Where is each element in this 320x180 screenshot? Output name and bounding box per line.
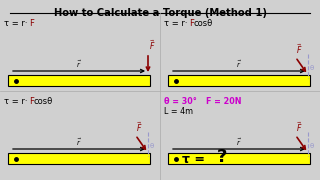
Text: F = 20N: F = 20N	[206, 97, 242, 106]
Text: How to Calculate a Torque (Method 1): How to Calculate a Torque (Method 1)	[53, 8, 267, 18]
Text: $\vec{r}$: $\vec{r}$	[236, 58, 242, 70]
Text: $\vec{F}$: $\vec{F}$	[149, 38, 156, 52]
Text: $\vec{r}$: $\vec{r}$	[76, 58, 82, 70]
Text: $\vec{r}$: $\vec{r}$	[236, 136, 242, 148]
Text: $\vec{F}$: $\vec{F}$	[136, 120, 143, 134]
Text: τ = r·: τ = r·	[4, 97, 28, 106]
Text: τ = r·: τ = r·	[164, 19, 188, 28]
Bar	[168, 153, 310, 164]
Text: τ = r·: τ = r·	[4, 19, 28, 28]
Text: θ = 30°: θ = 30°	[164, 97, 197, 106]
Text: cosθ: cosθ	[193, 19, 213, 28]
Text: ?: ?	[217, 148, 228, 166]
Bar	[8, 75, 150, 86]
Text: F: F	[29, 97, 34, 106]
Bar	[168, 75, 310, 86]
Text: τ =: τ =	[182, 153, 209, 166]
Text: L = 4m: L = 4m	[164, 107, 193, 116]
Text: $\vec{r}$: $\vec{r}$	[76, 136, 82, 148]
Text: cosθ: cosθ	[33, 97, 53, 106]
Text: θ: θ	[310, 65, 314, 71]
Bar	[8, 153, 150, 164]
Text: θ: θ	[150, 143, 154, 149]
Text: $\vec{F}$: $\vec{F}$	[296, 42, 303, 56]
Text: F: F	[189, 19, 194, 28]
Text: $\vec{F}$: $\vec{F}$	[296, 120, 303, 134]
Text: θ: θ	[310, 143, 314, 149]
Text: F: F	[29, 19, 34, 28]
